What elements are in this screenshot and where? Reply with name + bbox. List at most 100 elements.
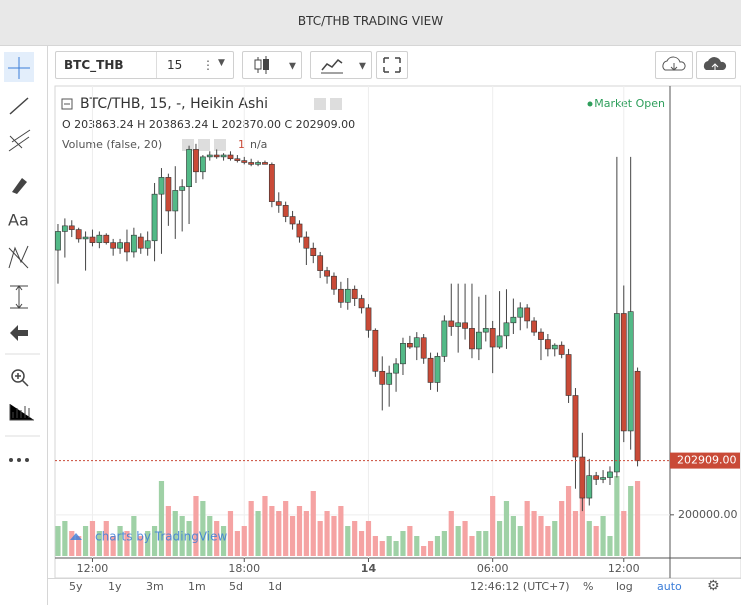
volume-bar: [372, 536, 378, 556]
candle-body: [296, 223, 303, 238]
candle-body: [613, 313, 620, 473]
indicators-button[interactable]: ▼: [310, 51, 372, 79]
indicator-icon: ▼: [321, 58, 366, 74]
range-button[interactable]: 5d: [229, 580, 243, 593]
volume-bar: [407, 526, 413, 556]
candle-body: [544, 339, 551, 350]
candle-body: [255, 162, 261, 165]
volume-bar: [393, 541, 399, 556]
volume-bar: [145, 531, 151, 556]
volume-bar: [172, 511, 178, 556]
volume-bar: [345, 526, 351, 556]
volume-bar: [110, 536, 116, 556]
volume-bar: [262, 496, 268, 556]
range-button[interactable]: 3m: [146, 580, 164, 593]
load-button[interactable]: [655, 51, 693, 79]
volume-bar: [296, 506, 303, 556]
candle-body: [358, 298, 365, 309]
candle-body: [89, 236, 96, 243]
candle-body: [262, 162, 268, 165]
candle-body: [627, 311, 634, 432]
candle-body: [538, 331, 544, 340]
candle-body: [130, 234, 137, 253]
volume-bar: [634, 481, 641, 556]
candle-body: [96, 234, 103, 243]
volume-bar: [352, 521, 358, 556]
candle-body: [469, 328, 475, 350]
candle-body: [124, 242, 130, 253]
volume-bar: [165, 506, 171, 556]
range-button[interactable]: 1d: [268, 580, 282, 593]
volume-bar: [358, 531, 365, 556]
volume-bar: [448, 511, 454, 556]
candle-body: [565, 354, 572, 396]
tool-icons[interactable]: Aa: [0, 46, 47, 486]
candle-body: [75, 229, 82, 240]
last-price-label: 202909.00: [677, 454, 737, 467]
volume-bar: [538, 516, 544, 556]
candle-body: [489, 328, 496, 348]
volume-count: 1: [238, 138, 245, 151]
volume-bar: [179, 516, 185, 556]
chart-style-button[interactable]: ▼: [242, 51, 302, 79]
volume-bar: [379, 541, 385, 556]
candle-body: [558, 344, 565, 355]
volume-bar: [283, 501, 289, 556]
candle-body: [379, 370, 386, 385]
candle-body: [82, 236, 89, 240]
text-tool[interactable]: Aa: [8, 211, 29, 230]
candle-body: [268, 164, 275, 202]
volume-bar: [386, 536, 392, 556]
volume-bar: [207, 516, 213, 556]
volume-bar: [62, 521, 68, 556]
volume-legend: Volume (false, 20): [62, 138, 162, 151]
save-button[interactable]: [696, 51, 736, 79]
volume-bar: [462, 521, 468, 556]
volume-bar: [317, 521, 323, 556]
volume-bar: [545, 526, 551, 556]
candle-body: [413, 337, 420, 348]
candle-body: [434, 356, 441, 383]
volume-bar: [324, 511, 330, 556]
volume-bar: [400, 531, 406, 556]
candle-body: [186, 149, 192, 188]
interval[interactable]: 15: [167, 58, 183, 72]
volume-bar: [186, 521, 192, 556]
volume-bar: [434, 536, 441, 556]
candle-body: [482, 328, 489, 333]
candle-body: [531, 320, 537, 333]
left-toolbar: Aa: [0, 46, 48, 605]
candle-body: [344, 288, 351, 303]
title-bar: BTC/THB TRADING VIEW: [0, 0, 741, 46]
volume-bar: [476, 531, 482, 556]
candle-body: [110, 242, 117, 249]
auto-toggle[interactable]: auto: [657, 580, 682, 593]
candle-body: [503, 322, 510, 337]
candle-body: [524, 307, 531, 322]
volume-bar: [365, 521, 372, 556]
volume-bar: [414, 536, 420, 556]
volume-bar: [220, 526, 227, 556]
volume-bar: [138, 536, 144, 556]
volume-bar: [586, 521, 592, 556]
symbol-box[interactable]: BTC_THB 15 ⋮ ▼: [55, 51, 234, 79]
log-toggle[interactable]: log: [616, 580, 633, 593]
candle-body: [406, 343, 413, 348]
volume-bar: [455, 526, 461, 556]
settings-button[interactable]: ⚙: [707, 578, 720, 594]
candle-body: [400, 343, 406, 365]
volume-bar: [614, 476, 620, 556]
range-button[interactable]: 1y: [108, 580, 122, 593]
range-button[interactable]: 5y: [69, 580, 83, 593]
candle-body: [393, 363, 399, 374]
volume-bar: [331, 516, 337, 556]
candle-body: [579, 456, 586, 499]
range-button[interactable]: 1m: [188, 580, 206, 593]
volume-bar: [248, 501, 254, 556]
candle-body: [455, 322, 462, 327]
symbol[interactable]: BTC_THB: [64, 58, 124, 72]
percent-toggle[interactable]: %: [583, 580, 594, 593]
fullscreen-button[interactable]: [376, 51, 408, 79]
